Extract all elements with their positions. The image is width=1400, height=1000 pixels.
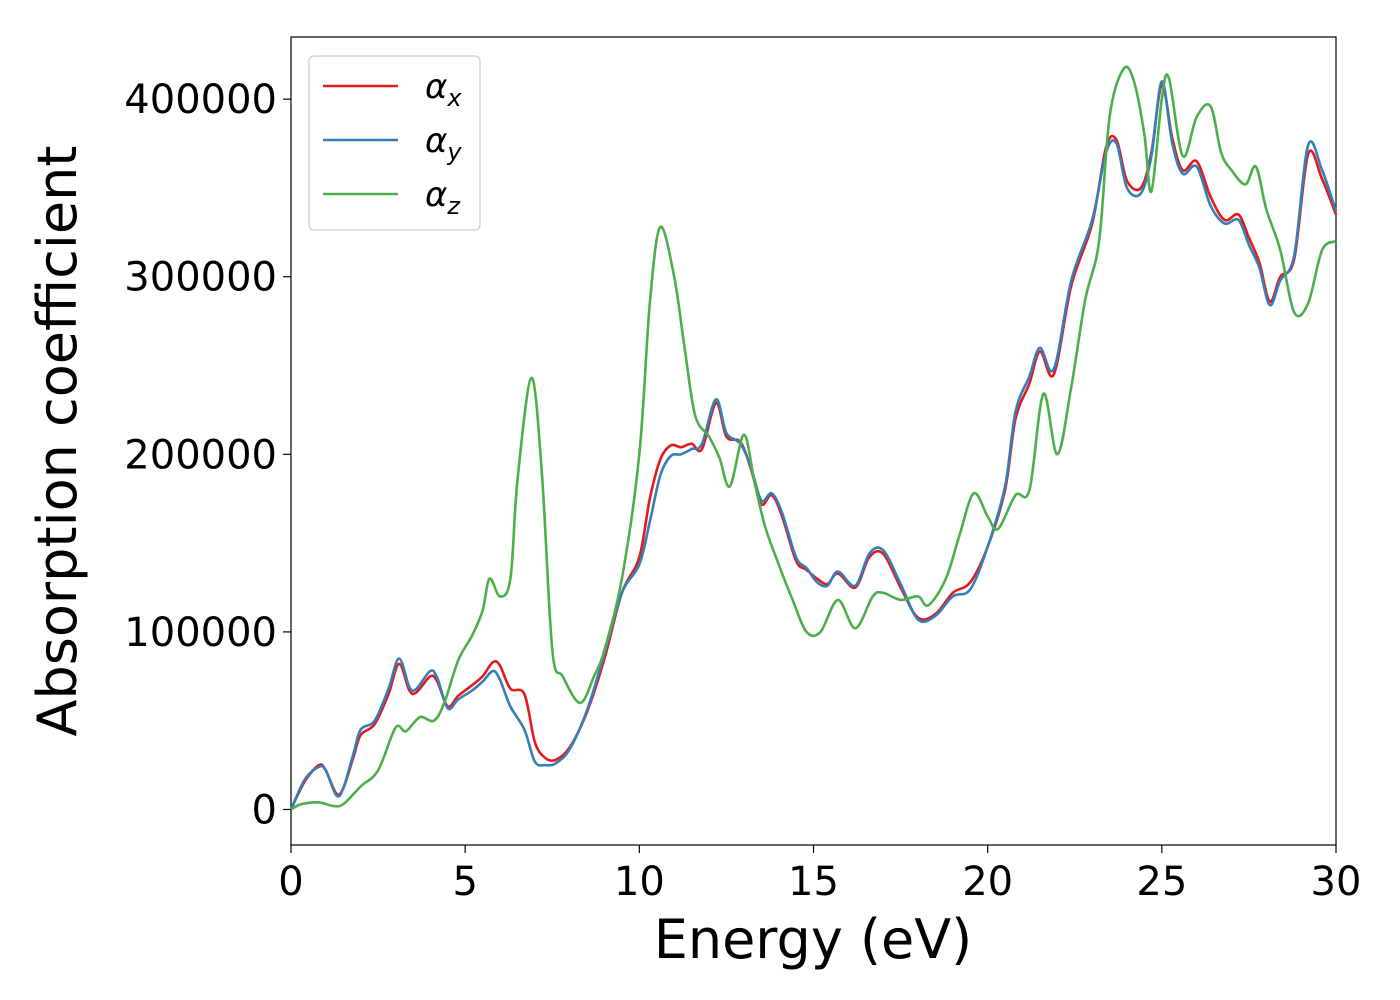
legend-label-x: αx bbox=[425, 67, 462, 112]
y-tick-label: 400000 bbox=[124, 77, 277, 123]
x-tick-label: 30 bbox=[1311, 859, 1362, 905]
x-tick-label: 5 bbox=[452, 859, 477, 905]
legend-label-subscript: z bbox=[446, 192, 461, 220]
x-tick-label: 0 bbox=[278, 859, 303, 905]
y-tick-label: 200000 bbox=[124, 432, 277, 478]
y-axis: 0 100000 200000 300000 400000 bbox=[124, 77, 291, 833]
legend-box bbox=[308, 55, 481, 231]
series-line-z bbox=[290, 65, 1337, 811]
legend-label-symbol: α bbox=[425, 67, 447, 107]
y-tick-label: 0 bbox=[252, 787, 277, 833]
x-tick-label: 25 bbox=[1136, 859, 1187, 905]
x-tick-label: 20 bbox=[962, 859, 1013, 905]
x-axis: 0 5 10 15 20 25 30 bbox=[278, 845, 1361, 905]
legend-label-subscript: y bbox=[446, 138, 462, 166]
series-layer bbox=[289, 65, 1338, 811]
y-tick-label: 100000 bbox=[124, 610, 277, 656]
legend-label-z: αz bbox=[425, 175, 461, 220]
legend-label-symbol: α bbox=[425, 121, 447, 161]
legend-label-symbol: α bbox=[425, 175, 447, 215]
x-axis-label: Energy (eV) bbox=[654, 908, 973, 971]
y-axis-label: Absorption coefficient bbox=[26, 146, 89, 737]
y-tick-label: 300000 bbox=[124, 255, 277, 301]
x-tick-label: 10 bbox=[614, 859, 665, 905]
legend-label-y: αy bbox=[425, 121, 462, 166]
legend-label-subscript: x bbox=[446, 84, 462, 112]
x-tick-label: 15 bbox=[788, 859, 839, 905]
